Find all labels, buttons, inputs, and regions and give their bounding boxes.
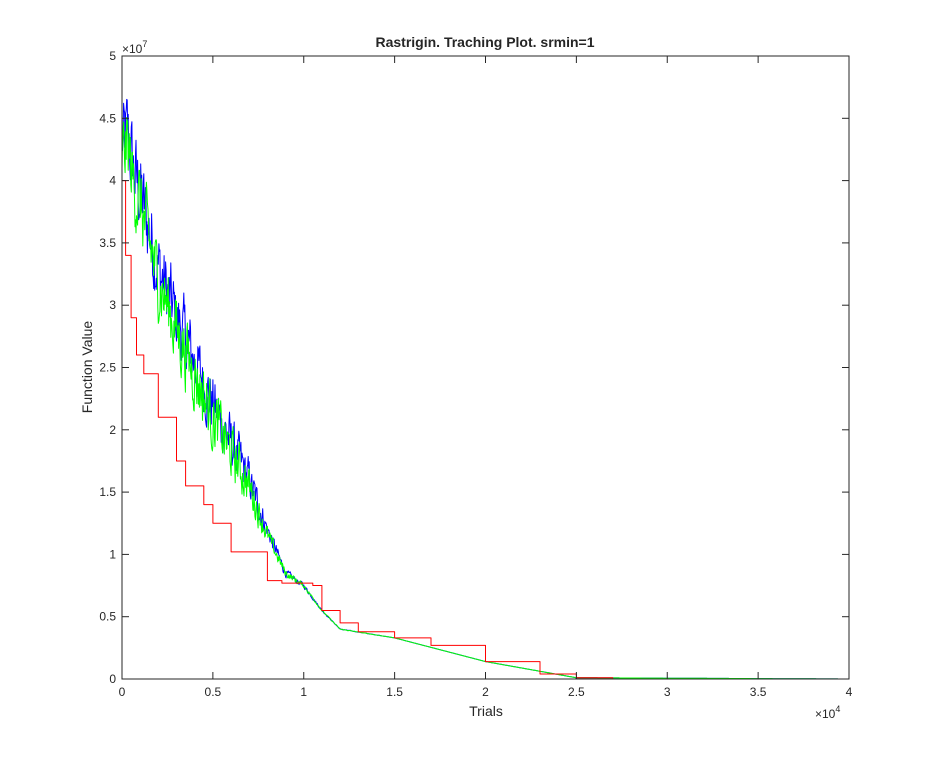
x-exponent-base: ×10 (815, 707, 836, 721)
y-axis-ticks: 0 0.5 1 1.5 2 2.5 3 3.5 4 4.5 5 (99, 49, 849, 686)
y-tick-label: 2 (109, 423, 116, 437)
x-axis-ticks: 0 0.5 1 1.5 2 2.5 3 3.5 4 (119, 56, 853, 699)
x-exponent-power: 4 (835, 704, 840, 714)
x-tick-label: 1 (300, 685, 307, 699)
x-tick-label: 3.5 (750, 685, 767, 699)
x-tick-label: 0.5 (205, 685, 222, 699)
chart-title: Rastrigin. Traching Plot. srmin=1 (376, 34, 595, 50)
x-tick-label: 0 (119, 685, 126, 699)
x-tick-label: 3 (664, 685, 671, 699)
svg-text:×104: ×104 (815, 704, 840, 721)
y-tick-label: 2.5 (99, 361, 116, 375)
y-tick-label: 4 (109, 174, 116, 188)
y-tick-label: 3.5 (99, 236, 116, 250)
y-tick-label: 4.5 (99, 111, 116, 125)
plot-area (121, 55, 850, 680)
x-axis-label: Trials (469, 703, 503, 719)
series-layer (121, 98, 849, 680)
x-axis-exponent: ×104 (815, 704, 840, 721)
series-line-3 (122, 180, 849, 680)
y-tick-label: 5 (109, 49, 116, 63)
y-tick-label: 1.5 (99, 485, 116, 499)
y-exponent-power: 7 (142, 39, 147, 49)
y-tick-label: 3 (109, 298, 116, 312)
y-tick-label: 1 (109, 547, 116, 561)
axes-background (122, 56, 849, 679)
y-exponent-base: ×10 (122, 42, 143, 56)
y-tick-label: 0.5 (99, 610, 116, 624)
x-tick-label: 4 (846, 685, 853, 699)
svg-text:×107: ×107 (122, 39, 147, 56)
x-tick-label: 1.5 (386, 685, 403, 699)
y-tick-label: 0 (109, 672, 116, 686)
y-axis-label: Function Value (79, 321, 95, 414)
y-axis-exponent: ×107 (122, 39, 147, 56)
x-tick-label: 2 (482, 685, 489, 699)
x-tick-label: 2.5 (568, 685, 585, 699)
